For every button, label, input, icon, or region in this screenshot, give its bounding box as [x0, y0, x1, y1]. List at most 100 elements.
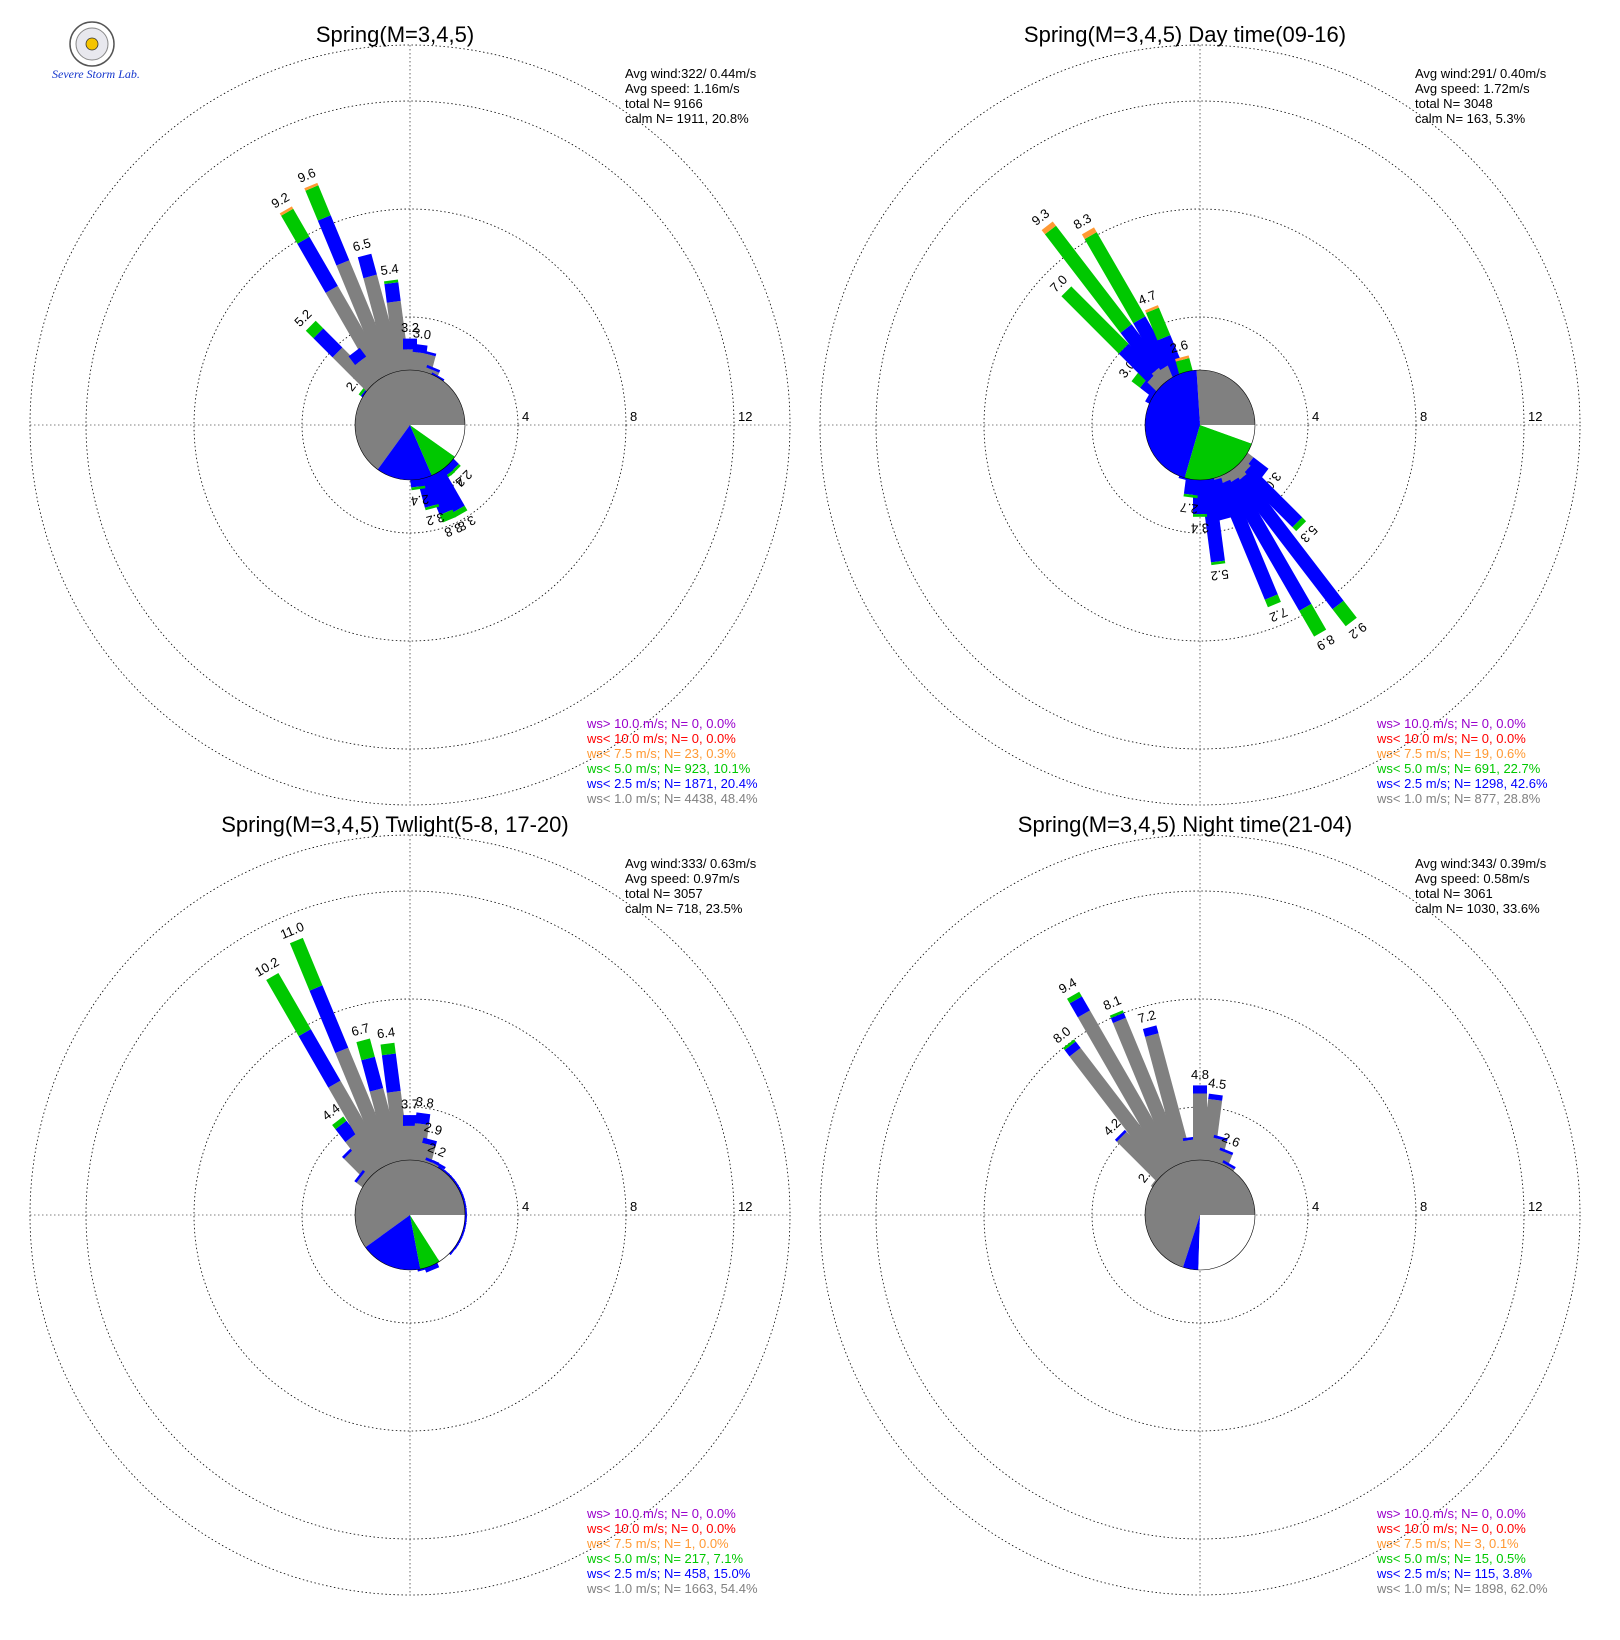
direction-bar-segment [1235, 474, 1344, 610]
direction-bar-segment [422, 1137, 437, 1147]
ring-4 [301, 316, 519, 534]
direction-bar-segment [426, 364, 441, 373]
direction-bar-segment [348, 347, 367, 365]
stats-line: Avg speed: 1.16m/s [625, 81, 740, 96]
stats-line: calm N= 718, 23.5% [625, 901, 743, 916]
bar-label: 3.2 [401, 320, 419, 335]
bar-label: 6.5 [351, 235, 372, 254]
ring-8 [983, 998, 1417, 1432]
direction-bar-segment [424, 504, 440, 511]
bar-label: 4.8 [1191, 1067, 1209, 1082]
direction-bar-segment [332, 347, 378, 393]
ring-label: 8 [630, 1199, 637, 1214]
direction-bar-segment [332, 1116, 347, 1130]
direction-bar-segment [305, 185, 331, 221]
direction-bar-segment [1084, 232, 1146, 324]
wind-rose-panel: 4 8 123.07.09.3 8.34.72.63.05.39.28.97.25.2… [819, 22, 1581, 806]
calm-pie-outline [1144, 369, 1256, 481]
bar-label: 3.0 [412, 325, 432, 342]
direction-bar-segment [305, 320, 324, 339]
stats-line: total N= 3061 [1415, 886, 1493, 901]
calm-pie-slice [410, 425, 465, 457]
direction-bar-segment [1120, 324, 1163, 374]
ring-8 [983, 208, 1417, 642]
direction-bar-segment [1116, 1131, 1168, 1183]
ring-label: 12 [738, 409, 752, 424]
direction-bar-segment [1183, 475, 1201, 496]
legend-entry: ws< 10.0 m/s; N= 0, 0.0% [1376, 731, 1526, 746]
direction-bar-segment [422, 350, 437, 357]
calm-pie-slice [1145, 370, 1200, 478]
direction-bar-segment [1175, 358, 1193, 375]
direction-bar-segment [1064, 1041, 1081, 1057]
direction-bar-segment [1146, 307, 1171, 341]
direction-bar-segment [403, 1115, 417, 1126]
direction-bar-segment [335, 1047, 397, 1170]
direction-bar-segment [361, 1056, 384, 1092]
calm-pie-slice [410, 1215, 440, 1269]
direction-bar-segment [1240, 465, 1303, 528]
direction-bar-segment [1292, 517, 1307, 532]
direction-bar-segment [1145, 1033, 1194, 1167]
calm-pie-slice [1184, 425, 1252, 480]
direction-bar-segment [289, 937, 323, 991]
bar-label: 9.4 [1056, 975, 1079, 997]
direction-bar-segment [354, 1170, 365, 1183]
direction-bar-segment [325, 285, 390, 384]
bar-label: 2.2 [426, 1140, 448, 1161]
direction-bar-segment [448, 1242, 460, 1256]
direction-bar-segment [355, 356, 384, 388]
legend-entry: ws< 10.0 m/s; N= 0, 0.0% [586, 1521, 736, 1536]
calm-pie-slice [1183, 1215, 1200, 1270]
bar-label: 8.1 [1101, 992, 1123, 1013]
direction-bar-segment [309, 985, 349, 1053]
ring-label: 4 [522, 409, 529, 424]
bar-label: 5.2 [1210, 567, 1230, 584]
direction-bar-segment [1193, 1085, 1207, 1094]
ring-label: 4 [1312, 1199, 1319, 1214]
direction-bar-segment [1175, 355, 1190, 362]
stats-line: Avg speed: 0.97m/s [625, 871, 740, 886]
direction-bar-segment [1183, 493, 1198, 499]
chart-title: Spring(M=3,4,5) Day time(09-16) [1024, 22, 1346, 47]
legend-entry: ws> 10.0 m/s; N= 0, 0.0% [586, 716, 736, 731]
stats-line: calm N= 163, 5.3% [1415, 111, 1526, 126]
direction-bar-segment [304, 182, 319, 191]
direction-bar-segment [384, 282, 401, 303]
bar-label: 2.6 [1220, 1130, 1242, 1151]
direction-bar-segment [1213, 1134, 1228, 1142]
direction-bar-segment [335, 1120, 357, 1143]
direction-bar-segment [328, 1080, 390, 1174]
direction-bar-segment [1219, 1147, 1234, 1156]
ring-label: 8 [630, 409, 637, 424]
stats-line: total N= 3048 [1415, 96, 1493, 111]
bar-label: 6.7 [350, 1020, 371, 1039]
stats-line: calm N= 1911, 20.8% [625, 111, 749, 126]
bar-label: 3.7 [401, 1097, 419, 1112]
direction-bar-segment [356, 1038, 375, 1061]
direction-bar-segment [1081, 227, 1097, 240]
calm-pie-slice [410, 425, 455, 476]
direction-bar-segment [1226, 477, 1312, 611]
ring-label: 4 [522, 1199, 529, 1214]
bar-label: 4.5 [1207, 1075, 1227, 1092]
bar-label: 4.7 [1136, 287, 1158, 308]
bar-label: 8.3 [1071, 210, 1094, 232]
direction-bar-segment [317, 215, 350, 266]
calm-pie-slice [365, 1215, 421, 1270]
calm-pie-slice [355, 369, 466, 470]
wind-rose-panel: 4 8 122.14.28.09.48.17.24.84.52.6Spring(M=… [819, 812, 1581, 1596]
direction-bar-segment [1245, 457, 1269, 480]
stats-line: Avg speed: 1.72m/s [1415, 81, 1530, 96]
direction-bar-segment [1067, 991, 1082, 1004]
bar-label: 2.9 [423, 1119, 444, 1138]
bar-label: 7.2 [1267, 604, 1289, 625]
legend-entry: ws< 2.5 m/s; N= 1871, 20.4% [586, 776, 758, 791]
direction-bar-segment [1208, 1093, 1223, 1101]
direction-bar-segment [1041, 221, 1056, 235]
legend-entry: ws< 7.5 m/s; N= 19, 0.6% [1376, 746, 1526, 761]
legend-entry: ws< 5.0 m/s; N= 923, 10.1% [586, 761, 751, 776]
direction-bar-segment [1044, 225, 1132, 333]
legend-entry: ws< 5.0 m/s; N= 691, 22.7% [1376, 761, 1541, 776]
wind-rose-panel: 4 8 129.29.66.55.43.23.02.42.43.83.83.22.4… [29, 22, 791, 806]
